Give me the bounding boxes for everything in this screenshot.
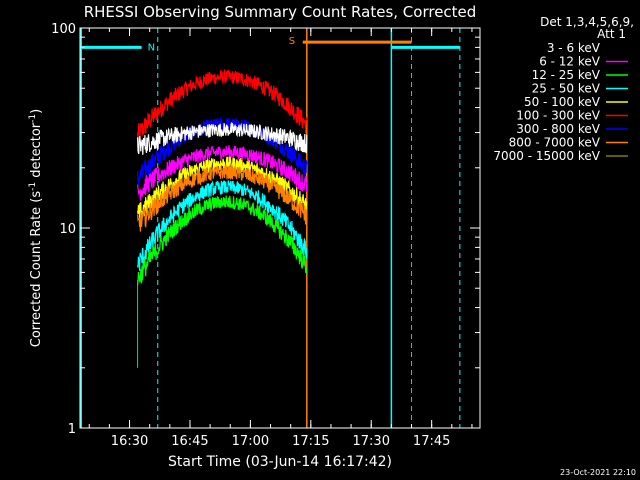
- legend-label-8: 7000 - 15000 keV: [493, 149, 600, 163]
- curve-6: [137, 180, 308, 271]
- plot-area: NS: [80, 28, 461, 428]
- y-tick-label-1: 10: [59, 222, 76, 237]
- y-axis-label-sup2: -1: [28, 114, 38, 123]
- legend-label-0: 3 - 6 keV: [547, 41, 601, 55]
- legend-header-line2: Att 1: [597, 27, 626, 41]
- timestamp: 23-Oct-2021 22:10: [560, 468, 636, 477]
- legend-label-7: 800 - 7000 keV: [509, 136, 601, 150]
- flag-label-0: N: [148, 42, 155, 53]
- x-tick-label-1: 16:45: [171, 434, 208, 449]
- curve-7: [137, 195, 308, 286]
- legend-label-2: 12 - 25 keV: [532, 68, 601, 82]
- x-tick-label-4: 17:30: [353, 434, 390, 449]
- y-axis-label-mid: detector: [29, 122, 44, 182]
- y-axis-label-end: ): [29, 109, 44, 114]
- curve-3: [137, 145, 308, 201]
- y-axis-label-sup1: -1: [28, 182, 38, 191]
- x-axis-label: Start Time (03-Jun-14 16:17:42): [168, 454, 392, 470]
- x-tick-label-2: 17:00: [232, 434, 269, 449]
- y-axis-label: Corrected Count Rate (s-1 detector-1): [28, 109, 44, 347]
- x-tick-label-5: 17:45: [413, 434, 450, 449]
- curve-4: [137, 156, 308, 221]
- y-tick-label-0: 1: [68, 422, 76, 437]
- x-tick-label-0: 16:30: [111, 434, 148, 449]
- curve-2: [137, 121, 308, 155]
- legend-label-4: 50 - 100 keV: [524, 95, 601, 109]
- chart-title: RHESSI Observing Summary Count Rates, Co…: [84, 3, 477, 21]
- y-axis-label-main: Corrected Count Rate (s: [29, 191, 44, 348]
- flag-label-2: S: [289, 36, 295, 47]
- legend-label-5: 100 - 300 keV: [516, 109, 600, 123]
- y-tick-label-2: 100: [51, 22, 76, 37]
- curve-5: [137, 164, 308, 232]
- legend-label-1: 6 - 12 keV: [539, 55, 601, 69]
- legend-header-line1: Det 1,3,4,5,6,9,: [540, 15, 634, 29]
- x-tick-label-3: 17:15: [292, 434, 329, 449]
- curve-0: [137, 68, 308, 140]
- axes: 16:30 16:45 17:00 17:15 17:30 17:45 1 10 100: [51, 22, 480, 449]
- legend-label-6: 300 - 800 keV: [516, 122, 600, 136]
- legend-label-3: 25 - 50 keV: [532, 82, 601, 96]
